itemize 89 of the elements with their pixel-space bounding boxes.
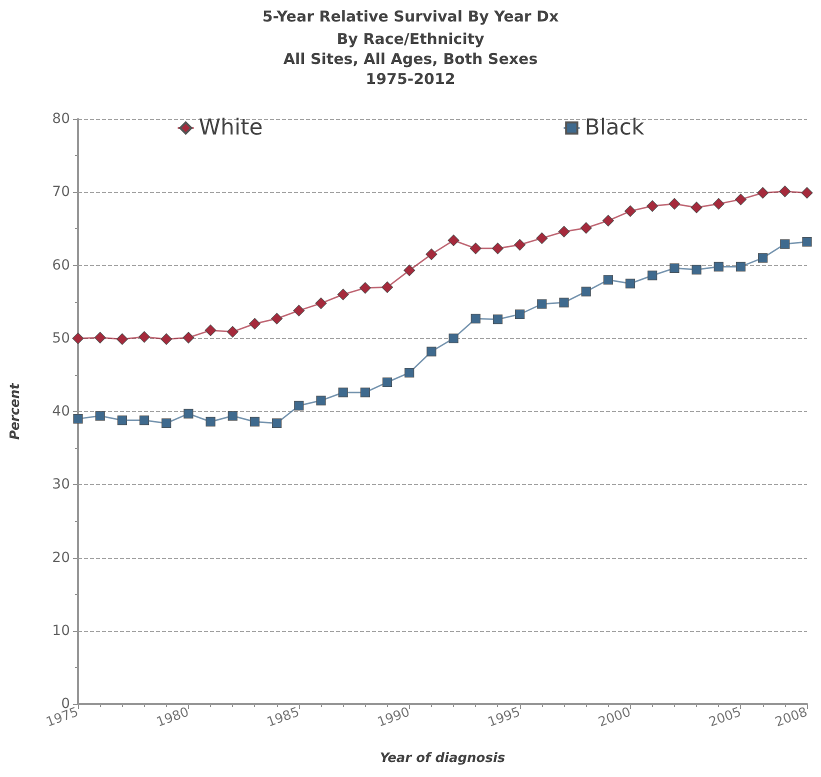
point [294, 400, 304, 410]
point [206, 416, 216, 427]
point [758, 253, 768, 263]
point [360, 388, 370, 398]
point [226, 326, 238, 338]
x-axis-title: Year of diagnosis [380, 751, 506, 766]
point [162, 418, 172, 428]
point [624, 205, 636, 217]
point [73, 414, 83, 424]
legend-label: Black [584, 116, 645, 140]
chart-subtitle: By Race/Ethnicity All Sites, All Ages, Both Sexes 1975-2012 [283, 30, 538, 88]
point [381, 281, 394, 293]
point [801, 187, 813, 199]
point [648, 270, 658, 280]
point [712, 198, 724, 210]
point [734, 194, 747, 206]
point [625, 278, 636, 288]
point [160, 333, 172, 345]
legend-label: White [198, 116, 263, 140]
point [272, 418, 282, 428]
point [780, 239, 790, 249]
y-tick-label: 70 [52, 184, 70, 200]
point [692, 264, 702, 274]
point [603, 275, 613, 285]
point [492, 242, 504, 254]
x-tick-label: 1980 [154, 704, 192, 730]
y-axis-title: Percent [8, 382, 23, 440]
chart-title: 5-Year Relative Survival By Year Dx [262, 8, 559, 26]
y-tick-label: 80 [52, 111, 70, 127]
point [536, 232, 548, 244]
y-tick-label: 60 [52, 257, 70, 274]
y-tick-label: 20 [52, 550, 70, 566]
point [404, 264, 416, 276]
point [293, 304, 305, 316]
point [204, 324, 216, 336]
point [668, 198, 680, 210]
x-tick-label: 1990 [376, 704, 412, 730]
point [337, 288, 349, 300]
point [95, 411, 105, 421]
y-tick-label: 40 [52, 404, 70, 420]
x-tick-label: 2005 [707, 704, 744, 730]
y-tick-label: 30 [52, 476, 70, 493]
point [802, 237, 812, 247]
point [138, 331, 150, 343]
point [492, 314, 503, 324]
point [580, 222, 592, 234]
point [182, 332, 194, 344]
x-tick-label: 2008 [773, 704, 810, 730]
point [117, 415, 127, 426]
point [250, 416, 260, 427]
point [271, 312, 283, 324]
point [359, 282, 371, 294]
point [670, 263, 680, 273]
point [736, 262, 746, 272]
y-tick-label: 10 [52, 622, 70, 639]
point [94, 332, 106, 344]
point [248, 318, 261, 330]
x-tick-label: 1985 [265, 704, 302, 730]
point [426, 346, 436, 356]
point [184, 408, 194, 418]
point [448, 334, 458, 344]
point [228, 411, 238, 421]
point [316, 396, 326, 406]
point [690, 202, 702, 214]
point [315, 297, 327, 310]
point [404, 368, 414, 378]
y-tick-label: 50 [52, 330, 70, 346]
point [514, 238, 526, 251]
point [426, 248, 438, 260]
x-tick-label: 1995 [486, 704, 522, 730]
point [602, 214, 614, 226]
point [714, 262, 724, 272]
point [537, 299, 547, 309]
point [72, 332, 84, 344]
point [470, 314, 480, 324]
point [559, 298, 569, 308]
point [338, 388, 348, 398]
point [646, 200, 658, 212]
point [779, 186, 791, 198]
point [470, 242, 482, 254]
point [757, 187, 769, 199]
point [116, 333, 128, 345]
point [581, 286, 591, 296]
point [558, 226, 570, 238]
point [515, 309, 525, 320]
point [139, 415, 150, 426]
x-tick-label: 2000 [596, 704, 633, 730]
point [382, 377, 392, 388]
point [448, 234, 460, 246]
